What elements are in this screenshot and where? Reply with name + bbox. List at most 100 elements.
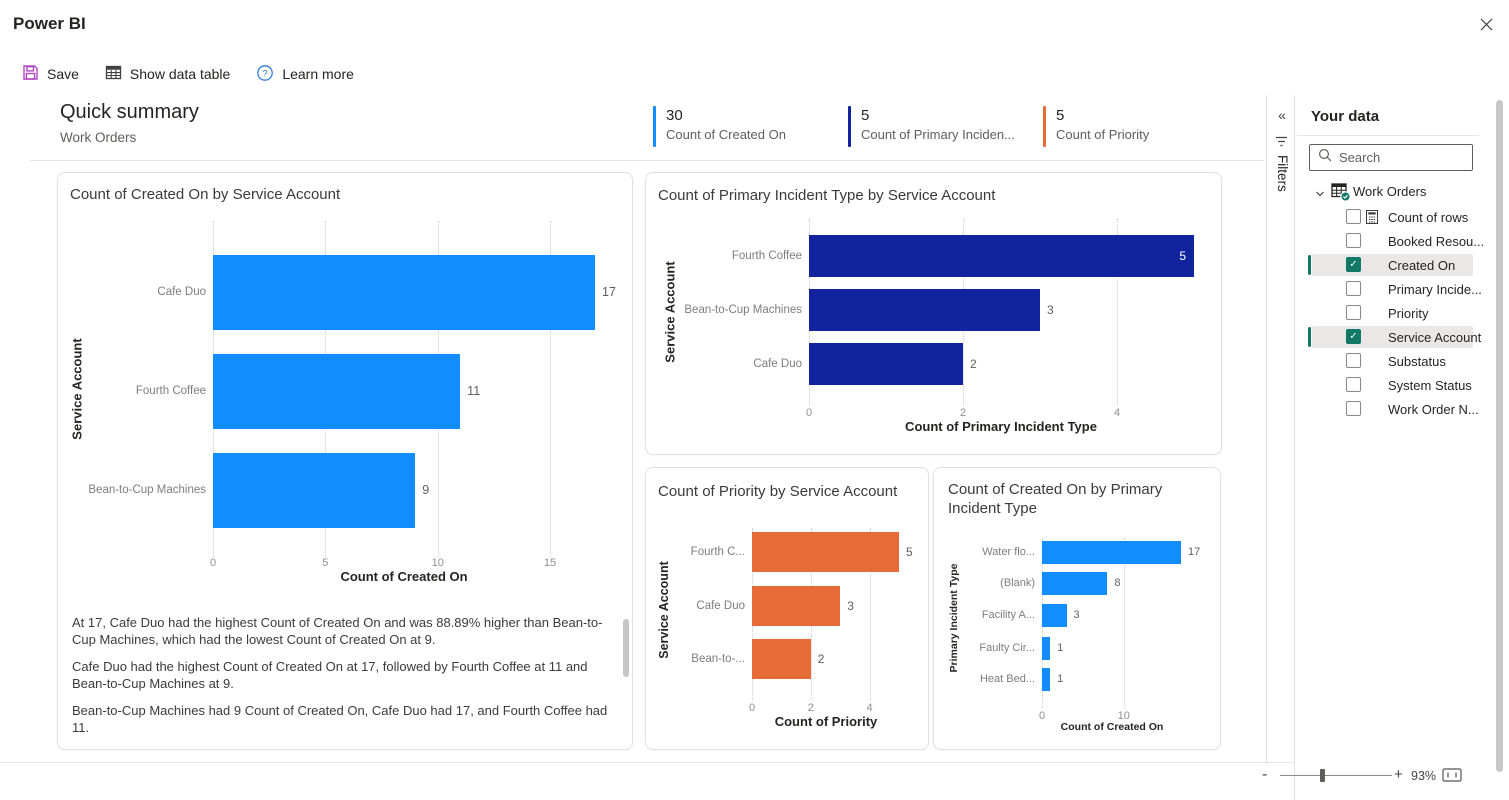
bar[interactable]: [752, 586, 841, 626]
bar[interactable]: [1042, 636, 1051, 660]
stat-color-bar: [848, 106, 851, 147]
x-axis-title: Count of Primary Incident Type: [905, 419, 1097, 434]
category-label: Water flo...: [982, 546, 1035, 558]
field-label: Work Order N...: [1388, 402, 1479, 417]
stat-label: Count of Priority: [1056, 127, 1150, 142]
stat-value: 5: [861, 107, 870, 124]
bar[interactable]: [1042, 667, 1051, 691]
gridline: [1123, 538, 1125, 708]
field-checkbox[interactable]: [1346, 401, 1361, 416]
toolbar: Save Show data table ? Learn more: [22, 60, 354, 88]
bar[interactable]: [213, 254, 595, 330]
bar[interactable]: [1042, 571, 1108, 595]
category-label: Cafe Duo: [696, 600, 745, 612]
field-row-service-account[interactable]: ✓ Service Account: [1295, 325, 1497, 349]
stat-value: 5: [1056, 107, 1065, 124]
bar[interactable]: [752, 639, 811, 679]
bar-value-label: 2: [817, 652, 825, 666]
field-row-primary-incide[interactable]: Primary Incide...: [1295, 277, 1497, 301]
stat-value: 30: [666, 107, 683, 124]
stat-text: 5 Count of Priority: [1056, 106, 1149, 147]
show-data-table-label: Show data table: [129, 66, 231, 82]
zoom-slider-track[interactable]: [1280, 775, 1392, 776]
close-icon[interactable]: [1472, 10, 1500, 38]
bar-value-label: 3: [1047, 303, 1054, 317]
field-row-count-of-rows[interactable]: Count of rows: [1295, 205, 1497, 229]
bar-value-label: 5: [1179, 249, 1186, 263]
bar[interactable]: [213, 452, 416, 528]
insights-scrollbar[interactable]: [623, 619, 629, 677]
x-axis-title: Count of Created On: [340, 569, 468, 584]
axis-tick-label: 0: [1038, 710, 1046, 722]
field-checkbox[interactable]: [1346, 305, 1361, 320]
field-label: Booked Resou...: [1388, 234, 1485, 249]
stat-text: 30 Count of Created On: [666, 106, 786, 147]
field-checkbox[interactable]: ✓: [1346, 329, 1361, 344]
expand-pane-icon[interactable]: «: [1272, 105, 1292, 125]
learn-more-button[interactable]: ? Learn more: [256, 64, 354, 85]
field-checkbox[interactable]: [1346, 209, 1361, 224]
divider: [30, 160, 1264, 161]
table-node-work-orders[interactable]: Work Orders: [1295, 179, 1497, 203]
gridline: [550, 221, 552, 557]
bar[interactable]: [809, 289, 1040, 331]
axis-tick-label: 2: [959, 407, 967, 419]
field-row-system-status[interactable]: System Status: [1295, 373, 1497, 397]
bar[interactable]: [1042, 540, 1181, 564]
x-axis-title: Count of Priority: [774, 714, 878, 729]
search-input[interactable]: [1339, 150, 1459, 165]
zoom-slider-thumb[interactable]: [1320, 769, 1325, 782]
bar[interactable]: [213, 353, 461, 429]
category-label: Cafe Duo: [157, 286, 206, 298]
field-checkbox[interactable]: [1346, 377, 1361, 392]
chart-card-created-on-by-service-account: Count of Created On by Service Account S…: [57, 172, 633, 750]
zoom-in-button[interactable]: +: [1394, 766, 1403, 783]
field-checkbox[interactable]: ✓: [1346, 257, 1361, 272]
learn-more-label: Learn more: [282, 66, 354, 82]
selected-field-accent-bar: [1308, 255, 1311, 275]
category-label: Faulty Cir...: [979, 642, 1035, 654]
insight-paragraph: Cafe Duo had the highest Count of Create…: [72, 659, 588, 691]
bar[interactable]: 5: [809, 235, 1194, 277]
field-checkbox[interactable]: [1346, 281, 1361, 296]
table-icon: [1331, 183, 1352, 207]
show-data-table-button[interactable]: Show data table: [105, 64, 230, 84]
field-label: Service Account: [1388, 330, 1482, 345]
category-label: Fourth Coffee: [731, 250, 802, 262]
plot-area: 17 8 3 1 1: [1042, 538, 1200, 708]
axis-tick-label: 10: [1117, 710, 1130, 722]
search-box[interactable]: [1309, 144, 1473, 171]
fit-to-page-icon[interactable]: [1442, 768, 1462, 785]
field-row-work-order-n[interactable]: Work Order N...: [1295, 397, 1497, 421]
summary-stat: 5 Count of Primary Inciden...: [848, 106, 1043, 147]
field-row-substatus[interactable]: Substatus: [1295, 349, 1497, 373]
bar[interactable]: [1042, 603, 1067, 627]
zoom-out-button[interactable]: -: [1262, 766, 1268, 783]
field-label: Count of rows: [1388, 210, 1469, 225]
gridline: [869, 528, 871, 700]
category-label: Bean-to-Cup Machines: [684, 304, 802, 316]
field-label: Created On: [1388, 258, 1456, 273]
bar-value-label: 5: [906, 545, 913, 559]
save-button[interactable]: Save: [22, 64, 79, 84]
field-list: Count of rows Booked Resou... ✓ Created On P…: [1295, 205, 1497, 421]
bar[interactable]: [752, 532, 899, 572]
help-icon: ?: [256, 64, 274, 85]
bar[interactable]: [809, 343, 963, 385]
vertical-scrollbar[interactable]: [1496, 100, 1503, 772]
insight-paragraph: Bean-to-Cup Machines had 9 Count of Crea…: [72, 703, 608, 735]
page-title: Quick summary: [60, 101, 199, 123]
data-table-icon: [105, 64, 122, 84]
data-pane-title: Your data: [1311, 108, 1380, 125]
axis-tick-label: 10: [431, 557, 444, 569]
field-checkbox[interactable]: [1346, 233, 1361, 248]
filters-pane-label[interactable]: Filters: [1275, 155, 1290, 192]
divider: [1297, 135, 1479, 136]
bar-value-label: 17: [1188, 546, 1201, 558]
field-row-booked-resou[interactable]: Booked Resou...: [1295, 229, 1497, 253]
field-row-created-on[interactable]: ✓ Created On: [1295, 253, 1497, 277]
bar-value-label: 3: [1073, 609, 1080, 621]
field-row-priority[interactable]: Priority: [1295, 301, 1497, 325]
field-checkbox[interactable]: [1346, 353, 1361, 368]
chevron-down-icon[interactable]: [1315, 186, 1325, 204]
